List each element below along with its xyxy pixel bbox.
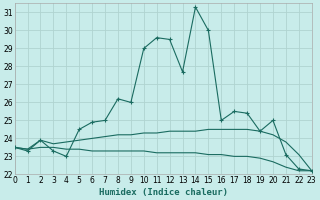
X-axis label: Humidex (Indice chaleur): Humidex (Indice chaleur) xyxy=(99,188,228,197)
